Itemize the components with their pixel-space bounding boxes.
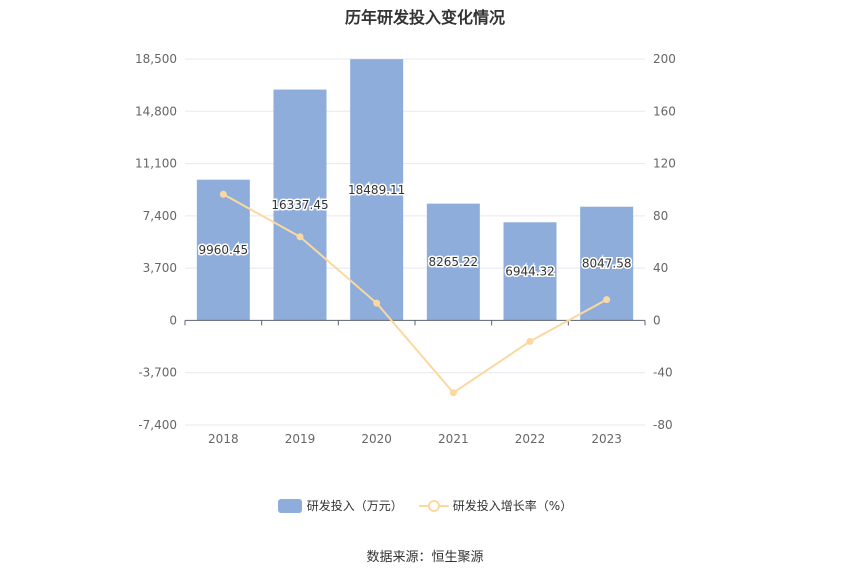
growth-point: [296, 233, 304, 241]
legend-item-line[interactable]: 研发投入增长率（%）: [418, 497, 573, 514]
legend-bar-swatch: [277, 498, 302, 513]
x-tick-label: 2023: [591, 432, 622, 446]
data-source: 数据来源：恒生聚源: [366, 550, 484, 565]
y-left-tick-label: -7,400: [138, 418, 177, 432]
y-left-tick-label: 0: [169, 313, 177, 327]
y-right-tick-label: -80: [653, 418, 673, 432]
legend-item-bar[interactable]: 研发投入（万元）: [277, 497, 403, 514]
bar-data-label: 16337.45: [271, 198, 328, 212]
y-right-tick-label: 0: [653, 313, 661, 327]
y-left-tick-label: -3,700: [138, 366, 177, 380]
bar-data-label: 6944.32: [505, 264, 555, 278]
bar-data-label: 8265.22: [429, 255, 479, 269]
growth-point: [526, 337, 534, 345]
line-series: [219, 190, 611, 397]
y-right-tick-label: -40: [653, 366, 673, 380]
y-right-tick-label: 200: [653, 52, 676, 66]
growth-point: [603, 296, 611, 304]
bar-data-label: 9960.45: [199, 243, 249, 257]
y-right-tick-label: 40: [653, 261, 668, 275]
y-right-tick-label: 160: [653, 104, 676, 118]
x-tick-label: 2020: [361, 432, 392, 446]
bar: [273, 89, 327, 321]
x-tick-label: 2022: [515, 432, 546, 446]
axes: 18,500 14,800 11,100 7,400 3,700 0 -3,700 -7,40…: [135, 52, 676, 446]
y-left-tick-label: 3,700: [143, 261, 177, 275]
legend-line-label: 研发投入增长率（%）: [452, 499, 573, 513]
y-left-tick-label: 11,100: [135, 157, 177, 171]
bar-data-label: 8047.58: [582, 257, 632, 271]
data-labels: 9960.45 16337.45 18489.11 8265.22 6944.32 804…: [197, 181, 633, 280]
y-left-tick-label: 18,500: [135, 52, 177, 66]
bar: [503, 222, 557, 321]
growth-point: [373, 299, 381, 307]
y-right-tick-label: 80: [653, 209, 668, 223]
growth-point: [219, 190, 227, 198]
bar-data-label: 18489.11: [348, 183, 405, 197]
legend-bar-label: 研发投入（万元）: [306, 499, 403, 513]
y-left-tick-label: 7,400: [143, 209, 177, 223]
bar: [350, 59, 404, 321]
y-right-tick-label: 120: [653, 157, 676, 171]
legend-line-swatch: [418, 499, 449, 512]
bar: [426, 203, 480, 321]
growth-line: [222, 193, 608, 395]
grid-lines: [185, 58, 645, 426]
legend: 研发投入（万元） 研发投入增长率（%）: [0, 497, 850, 514]
x-tick-label: 2019: [285, 432, 316, 446]
y-left-tick-label: 14,800: [135, 104, 177, 118]
x-tick-label: 2021: [438, 432, 469, 446]
growth-point: [449, 389, 457, 397]
x-tick-label: 2018: [208, 432, 239, 446]
chart-title: 历年研发投入变化情况: [344, 8, 505, 27]
bar-series: [196, 59, 634, 321]
